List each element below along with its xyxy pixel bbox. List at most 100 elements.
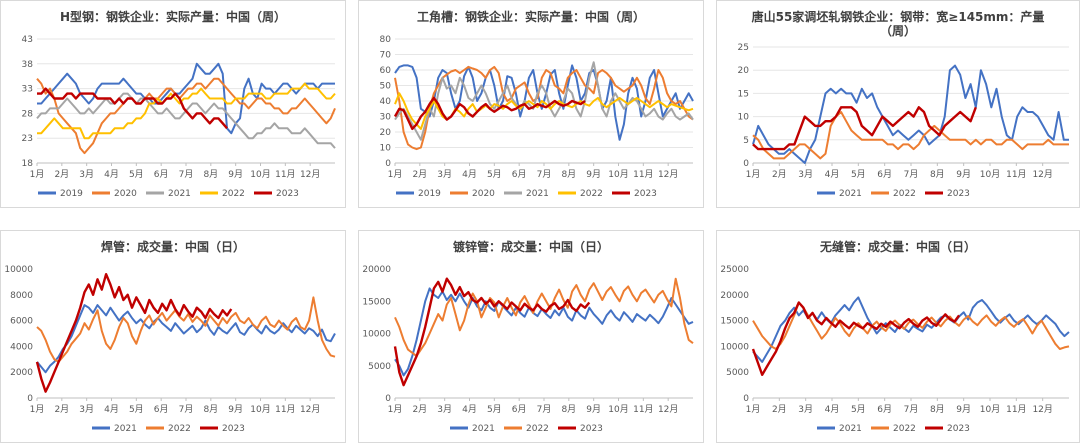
series-line-2023 bbox=[393, 277, 591, 387]
series-line-2022 bbox=[752, 111, 1069, 160]
x-tick-label: 8月 bbox=[930, 404, 945, 415]
series-line-2020 bbox=[36, 77, 336, 155]
legend-label-2020: 2020 bbox=[472, 189, 495, 199]
x-tick-label: 12月 bbox=[300, 169, 320, 180]
y-tick-label: 43 bbox=[22, 35, 33, 45]
x-tick-label: 5月 bbox=[487, 169, 502, 180]
chart-svg: 唐山55家调坯轧钢铁企业：钢带：宽≥145mm：产量（周） 0 5 10 15 20 25 1… bbox=[738, 9, 1069, 199]
x-tick-label: 9月 bbox=[586, 404, 601, 415]
legend-label-2022: 2022 bbox=[526, 424, 549, 434]
x-tick-label: 3月 bbox=[798, 404, 813, 415]
chart-panel-h-beam: H型钢：钢铁企业：实际产量：中国（周） 18 23 28 33 38 43 1月 2月 3月 4月 5… bbox=[0, 0, 346, 208]
legend-label-2023: 2023 bbox=[947, 189, 970, 199]
y-tick-label: 60 bbox=[380, 66, 392, 76]
x-tick-label: 4月 bbox=[825, 169, 840, 180]
y-tick-label: 10000 bbox=[362, 330, 391, 340]
x-tick-label: 7月 bbox=[904, 404, 919, 415]
y-tick-label: 2000 bbox=[10, 368, 33, 378]
x-tick-label: 5月 bbox=[851, 169, 866, 180]
x-tick-label: 4月 bbox=[104, 169, 119, 180]
x-tick-label: 11月 bbox=[275, 169, 295, 180]
chart-panel-seamless-pipe: 无缝管：成交量：中国（日） 0 5000 10000 15000 20000 25000 1月… bbox=[716, 230, 1080, 443]
y-tick-label: 20 bbox=[738, 66, 750, 76]
x-tick-label: 11月 bbox=[275, 404, 295, 415]
x-tick-label: 6月 bbox=[154, 404, 169, 415]
series-line-2023 bbox=[751, 301, 961, 377]
x-tick-label: 2月 bbox=[772, 404, 787, 415]
y-tick-label: 0 bbox=[27, 394, 33, 404]
series-line-2019 bbox=[394, 64, 694, 141]
chart-svg: 焊管：成交量：中国（日） 0 2000 4000 6000 8000 10000 1月 2月 3月… bbox=[4, 239, 336, 434]
series-line-2021 bbox=[394, 61, 694, 141]
series-line-2023 bbox=[35, 273, 233, 393]
x-tick-label: 9月 bbox=[956, 404, 971, 415]
x-tick-label: 9月 bbox=[956, 169, 971, 180]
x-tick-label: 3月 bbox=[437, 169, 452, 180]
legend-label-2021: 2021 bbox=[472, 424, 495, 434]
y-tick-label: 8000 bbox=[10, 291, 33, 301]
y-tick-label: 25 bbox=[738, 43, 749, 53]
legend-label-2022: 2022 bbox=[893, 189, 916, 199]
x-tick-label: 12月 bbox=[658, 169, 678, 180]
legend-label-2021: 2021 bbox=[839, 424, 862, 434]
legend-label-2019: 2019 bbox=[418, 189, 441, 199]
chart-panel-welded-pipe: 焊管：成交量：中国（日） 0 2000 4000 6000 8000 10000 1月 2月 3月… bbox=[0, 230, 346, 443]
series-line-2022 bbox=[394, 277, 694, 358]
chart-svg: 工角槽：钢铁企业：实际产量：中国（周） 0 10 20 30 40 50 60 70 80 1月 2月… bbox=[380, 9, 694, 199]
x-tick-label: 7月 bbox=[179, 169, 194, 180]
x-tick-label: 8月 bbox=[203, 404, 218, 415]
series-line-2021 bbox=[36, 304, 336, 374]
x-tick-label: 10月 bbox=[608, 169, 628, 180]
x-tick-label: 12月 bbox=[1032, 404, 1052, 415]
legend-label-2023: 2023 bbox=[580, 424, 603, 434]
x-tick-label: 9月 bbox=[228, 404, 243, 415]
x-tick-label: 2月 bbox=[54, 404, 69, 415]
y-tick-label: 15000 bbox=[720, 317, 749, 327]
x-tick-label: 9月 bbox=[228, 169, 243, 180]
x-tick-label: 4月 bbox=[462, 404, 477, 415]
series-line-2023 bbox=[752, 106, 977, 151]
legend-label-2022: 2022 bbox=[222, 189, 245, 199]
x-tick-label: 6月 bbox=[877, 169, 892, 180]
x-tick-label: 1月 bbox=[388, 169, 403, 180]
x-tick-label: 1月 bbox=[746, 404, 761, 415]
legend-label-2022: 2022 bbox=[168, 424, 191, 434]
x-tick-label: 5月 bbox=[129, 404, 144, 415]
x-tick-label: 6月 bbox=[877, 404, 892, 415]
legend-label-2022: 2022 bbox=[893, 424, 916, 434]
y-tick-label: 33 bbox=[22, 85, 33, 95]
y-tick-label: 80 bbox=[380, 35, 392, 45]
y-tick-label: 38 bbox=[22, 60, 34, 70]
y-tick-label: 20000 bbox=[720, 291, 749, 301]
x-tick-label: 4月 bbox=[825, 404, 840, 415]
y-tick-label: 15000 bbox=[362, 297, 391, 307]
x-tick-label: 9月 bbox=[586, 169, 601, 180]
legend-label-2019: 2019 bbox=[60, 189, 83, 199]
series-line-2019 bbox=[37, 62, 335, 135]
x-tick-label: 12月 bbox=[1032, 169, 1052, 180]
y-tick-label: 15 bbox=[738, 89, 749, 99]
x-tick-label: 4月 bbox=[104, 404, 119, 415]
x-tick-label: 6月 bbox=[512, 169, 527, 180]
series-line-2023 bbox=[393, 96, 586, 131]
y-tick-label: 4000 bbox=[10, 342, 33, 352]
x-tick-label: 10月 bbox=[250, 169, 270, 180]
series-line-2022 bbox=[752, 301, 1070, 350]
legend-label-2020: 2020 bbox=[114, 189, 137, 199]
y-tick-label: 23 bbox=[22, 134, 33, 144]
x-tick-label: 7月 bbox=[537, 404, 552, 415]
legend-label-2022: 2022 bbox=[580, 189, 603, 199]
legend-label-2023: 2023 bbox=[276, 189, 299, 199]
x-tick-label: 10月 bbox=[608, 404, 628, 415]
y-tick-label: 30 bbox=[380, 113, 392, 123]
y-tick-label: 20000 bbox=[362, 265, 391, 275]
series-line-2023 bbox=[37, 87, 228, 130]
y-tick-label: 10000 bbox=[4, 265, 33, 275]
y-tick-label: 10 bbox=[380, 144, 392, 154]
x-tick-label: 10月 bbox=[980, 169, 1000, 180]
x-tick-label: 5月 bbox=[129, 169, 144, 180]
x-tick-label: 3月 bbox=[79, 404, 94, 415]
series-line-2022 bbox=[36, 296, 336, 363]
x-tick-label: 12月 bbox=[300, 404, 320, 415]
